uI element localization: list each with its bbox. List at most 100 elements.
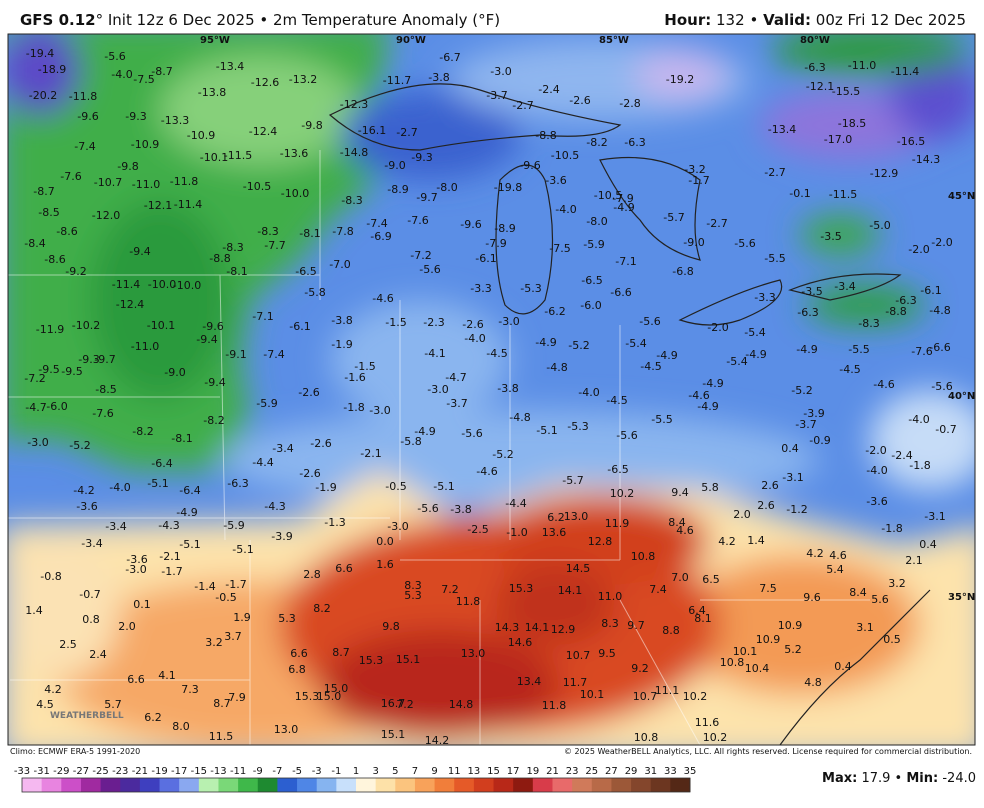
anomaly-value: -6.5 — [581, 274, 602, 287]
colorbar-frame — [21, 777, 691, 793]
colorbar-swatch — [100, 778, 121, 792]
anomaly-value: -16.5 — [897, 135, 925, 148]
anomaly-value: -5.6 — [734, 237, 755, 250]
anomaly-value: -8.3 — [257, 225, 278, 238]
anomaly-value: -10.9 — [131, 138, 159, 151]
anomaly-value: 14.8 — [449, 698, 474, 711]
anomaly-value: -5.3 — [520, 282, 541, 295]
anomaly-value: 6.4 — [688, 604, 706, 617]
anomaly-value: -4.9 — [796, 343, 817, 356]
anomaly-value: -4.7 — [445, 371, 466, 384]
anomaly-value: -0.9 — [809, 434, 830, 447]
anomaly-value: -7.6 — [92, 407, 113, 420]
anomaly-value: -8.5 — [38, 206, 59, 219]
anomaly-value: -9.7 — [94, 353, 115, 366]
colorbar-swatch — [41, 778, 62, 792]
colorbar-label: 25 — [585, 766, 598, 777]
valid-info: Hour: 132 • Valid: 00z Fri 12 Dec 2025 — [664, 11, 966, 29]
anomaly-value: -4.0 — [555, 203, 576, 216]
anomaly-value: -6.6 — [610, 286, 631, 299]
anomaly-value: -10.7 — [94, 176, 122, 189]
colorbar-label: -23 — [112, 766, 128, 777]
anomaly-value: -9.3 — [78, 353, 99, 366]
anomaly-value: -7.8 — [332, 225, 353, 238]
anomaly-value: -7.4 — [74, 140, 95, 153]
anomaly-value: -14.8 — [340, 146, 368, 159]
anomaly-value: -11.5 — [224, 149, 252, 162]
anomaly-value: -4.0 — [464, 332, 485, 345]
anomaly-value: -3.0 — [369, 404, 390, 417]
anomaly-value: 4.8 — [804, 676, 822, 689]
anomaly-value: -4.0 — [908, 413, 929, 426]
copyright: © 2025 WeatherBELL Analytics, LLC. All r… — [564, 747, 972, 756]
anomaly-value: -4.9 — [176, 506, 197, 519]
anomaly-value: -2.6 — [462, 318, 483, 331]
hour-label: Hour: — [664, 11, 712, 29]
anomaly-value: -9.6 — [202, 320, 223, 333]
colorbar-swatch — [572, 778, 593, 792]
anomaly-value: -3.6 — [545, 174, 566, 187]
anomaly-value: -7.1 — [252, 310, 273, 323]
colorbar-swatch — [257, 778, 278, 792]
anomaly-value: -10.2 — [72, 319, 100, 332]
colorbar-label: -17 — [171, 766, 187, 777]
anomaly-value: -6.3 — [804, 61, 825, 74]
colorbar-label: 27 — [605, 766, 618, 777]
anomaly-value: -7.5 — [133, 73, 154, 86]
anomaly-value: 15.3 — [295, 690, 320, 703]
colorbar-swatch — [434, 778, 455, 792]
anomaly-value: 5.4 — [826, 563, 844, 576]
anomaly-value: 0.4 — [781, 442, 799, 455]
anomaly-value: 1.6 — [376, 558, 394, 571]
anomaly-value: -6.3 — [895, 294, 916, 307]
anomaly-value: -1.0 — [506, 526, 527, 539]
colorbar-label: 5 — [392, 766, 398, 777]
anomaly-value: 2.8 — [303, 568, 321, 581]
anomaly-value: 6.5 — [702, 573, 720, 586]
anomaly-value: 6.6 — [290, 647, 308, 660]
anomaly-value: -3.0 — [125, 563, 146, 576]
anomaly-value: 13.4 — [517, 675, 542, 688]
anomaly-value: -3.5 — [820, 230, 841, 243]
anomaly-value: -10.0 — [281, 187, 309, 200]
anomaly-value: 0.1 — [133, 598, 151, 611]
anomaly-value: -2.0 — [908, 243, 929, 256]
anomaly-value: -6.6 — [929, 341, 950, 354]
anomaly-value: 7.3 — [181, 683, 199, 696]
anomaly-value: 15.3 — [359, 654, 384, 667]
anomaly-value: -4.9 — [702, 377, 723, 390]
anomaly-value: -0.5 — [215, 591, 236, 604]
anomaly-value: -9.4 — [196, 333, 217, 346]
anomaly-value: 7.2 — [396, 698, 414, 711]
anomaly-value: -15.5 — [832, 85, 860, 98]
anomaly-value: -3.8 — [428, 71, 449, 84]
anomaly-value: -10.5 — [594, 189, 622, 202]
anomaly-value: -1.7 — [225, 578, 246, 591]
colorbar-label: 11 — [448, 766, 461, 777]
graticule-label: 40°N — [948, 391, 975, 402]
anomaly-value: -9.8 — [301, 119, 322, 132]
anomaly-value: 5.3 — [278, 612, 296, 625]
anomaly-value: 9.7 — [627, 619, 645, 632]
anomaly-value: 11.1 — [655, 684, 680, 697]
anomaly-value: -13.6 — [280, 147, 308, 160]
anomaly-value: -10.0 — [148, 278, 176, 291]
anomaly-value: 3.1 — [856, 621, 874, 634]
anomaly-value: 2.4 — [89, 648, 107, 661]
anomaly-value: -2.1 — [360, 447, 381, 460]
anomaly-value: -6.8 — [672, 265, 693, 278]
graticule-label: 45°N — [948, 191, 975, 202]
colorbar-label: -27 — [73, 766, 89, 777]
anomaly-value: -8.6 — [44, 253, 65, 266]
anomaly-value: -10.1 — [147, 319, 175, 332]
anomaly-value: -12.3 — [340, 98, 368, 111]
anomaly-value: -13.4 — [216, 60, 244, 73]
anomaly-value: -4.8 — [509, 411, 530, 424]
anomaly-value: -13.3 — [161, 114, 189, 127]
graticule-label: 85°W — [599, 35, 629, 46]
anomaly-value: -3.6 — [76, 500, 97, 513]
colorbar-swatch — [336, 778, 357, 792]
anomaly-value: -6.4 — [151, 457, 172, 470]
anomaly-value: -3.9 — [271, 530, 292, 543]
anomaly-value: -11.4 — [891, 65, 919, 78]
